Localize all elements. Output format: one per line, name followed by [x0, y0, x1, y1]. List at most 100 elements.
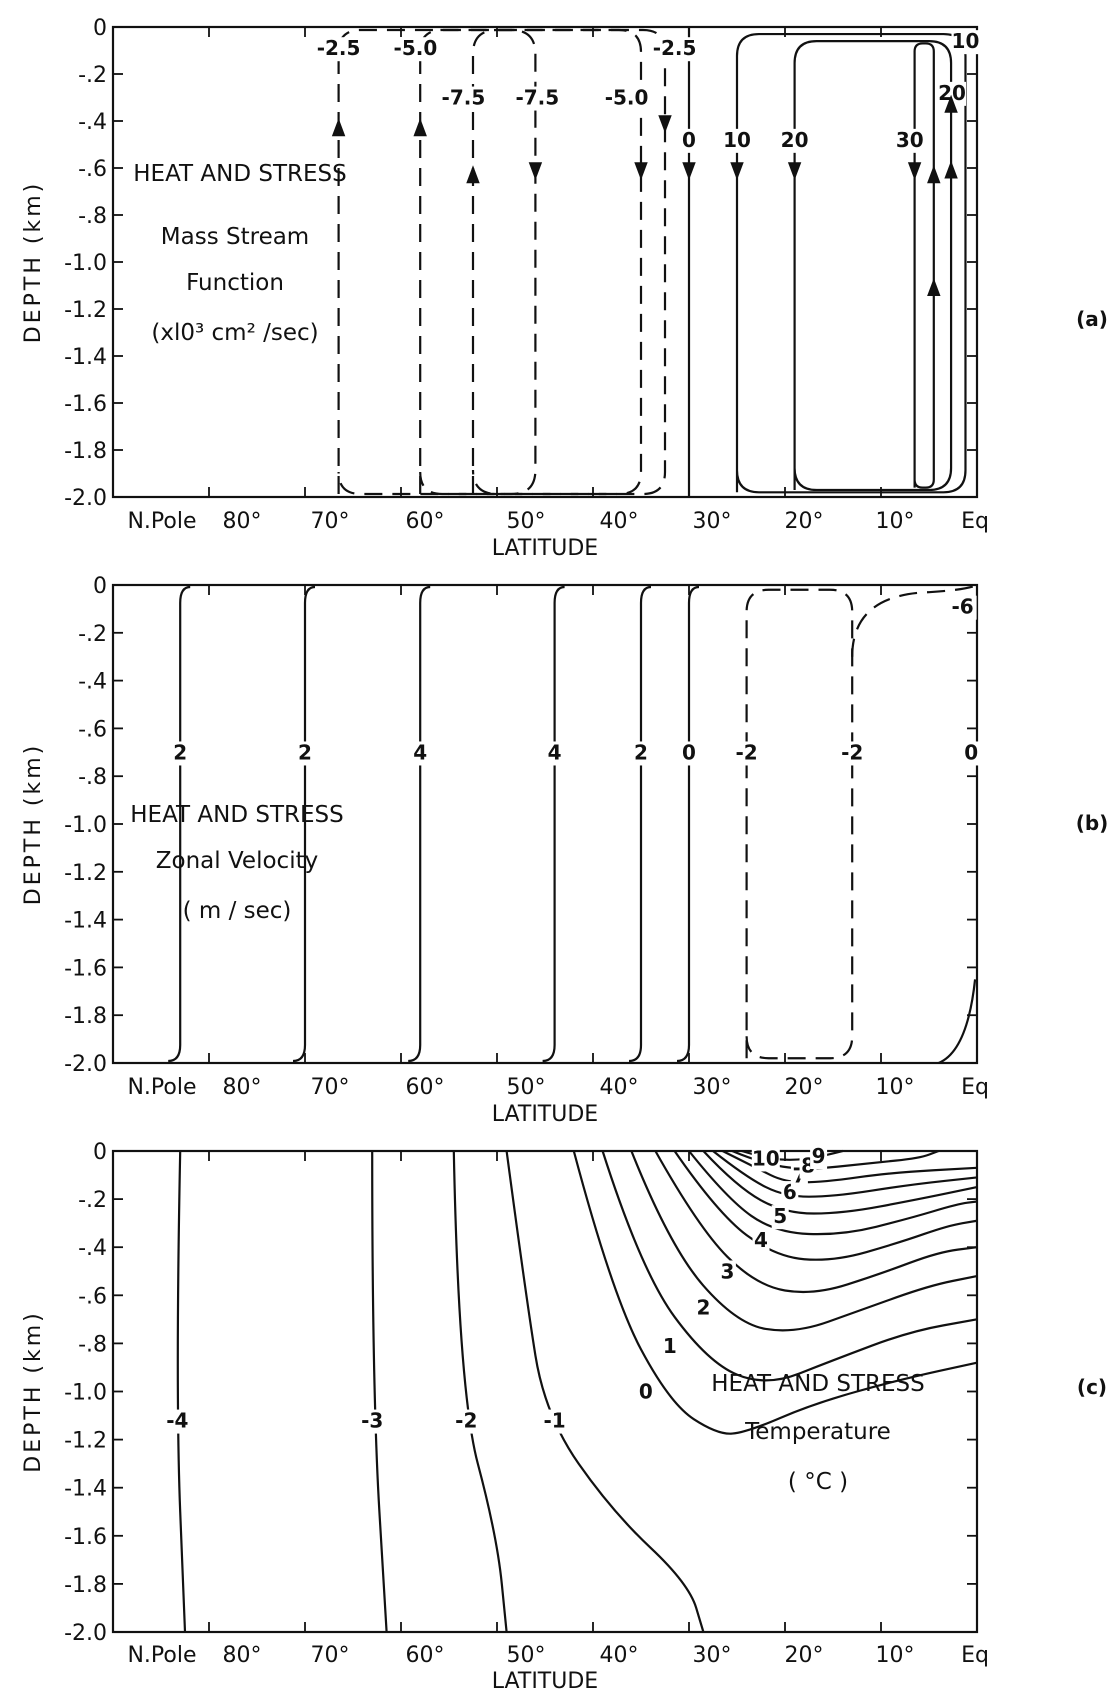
- y-tick-label: -.8: [78, 1332, 107, 1357]
- y-tick-label: -1.2: [64, 1429, 107, 1454]
- y-tick-label: -.4: [78, 110, 107, 135]
- x-axis-label: LATITUDE: [492, 1669, 598, 1694]
- panel-title-2: Temperature: [744, 1419, 891, 1445]
- flow-arrow: [730, 162, 744, 181]
- y-tick-label: 0: [93, 574, 107, 599]
- flow-arrow: [466, 165, 480, 184]
- x-tick-label: 80°: [223, 1643, 262, 1668]
- flow-arrow: [634, 162, 648, 181]
- panel-title-2: Mass Stream: [161, 224, 309, 250]
- contour-line-1: [292, 585, 316, 1063]
- x-tick-label: 40°: [600, 1643, 639, 1668]
- x-tick-label: 40°: [600, 1075, 639, 1100]
- isotherm-7: [712, 1150, 978, 1198]
- contour-label: -5.0: [605, 86, 649, 110]
- y-tick-label: -.2: [78, 622, 107, 647]
- x-tick-label: 20°: [785, 1643, 824, 1668]
- panel-label: (a): [1076, 307, 1108, 331]
- panel-title-3: Function: [186, 270, 284, 296]
- contour-label-bg: [751, 1147, 780, 1172]
- x-tick-label: 30°: [693, 1075, 732, 1100]
- x-tick-label: 70°: [311, 1075, 350, 1100]
- contour-label: 0: [964, 740, 978, 764]
- flow-arrow: [682, 162, 696, 181]
- y-tick-label: -1.0: [64, 813, 107, 838]
- panel-title-3: ( °C ): [788, 1469, 848, 1495]
- x-tick-label: 50°: [507, 1643, 546, 1668]
- contour-label-bg: [411, 741, 429, 766]
- contour-label-bg: [546, 741, 564, 766]
- flow-arrow: [944, 160, 958, 179]
- contour-label-bg: [171, 741, 189, 766]
- x-tick-label: Eq: [961, 1075, 989, 1100]
- flow-arrow: [907, 162, 922, 181]
- contour-label: 20: [781, 128, 809, 152]
- y-axis-label: DEPTH (km): [21, 743, 46, 905]
- contour-label: 10: [752, 1146, 780, 1170]
- contour-label: -1: [543, 1409, 565, 1433]
- contour-label: 30: [896, 128, 924, 152]
- contour-label: 1: [663, 1334, 677, 1358]
- contour-line-20: [793, 40, 953, 492]
- y-tick-label: 0: [93, 1140, 107, 1165]
- y-tick-label: -1.4: [64, 1477, 107, 1502]
- y-tick-label: -1.6: [64, 392, 107, 417]
- y-tick-label: -.6: [78, 717, 107, 742]
- contour-label-bg: [895, 128, 924, 153]
- contour-label-bg: [810, 1145, 828, 1170]
- panel-a: 0 -.2 -.4 -.6 -.8 -1.0 -1.2 -1.4 -1.6 -1.8 -2.0 N.P…: [21, 16, 1108, 561]
- y-tick-label: -1.4: [64, 345, 107, 370]
- flow-arrow: [331, 118, 346, 137]
- x-tick-label: 30°: [693, 509, 732, 534]
- isotherm--3: [371, 1150, 388, 1633]
- panel-title-1: HEAT AND STRESS: [130, 802, 343, 828]
- contour-label: 2: [173, 740, 187, 764]
- y-tick-label: -.6: [78, 157, 107, 182]
- contour-label: -2: [841, 740, 863, 764]
- contour-label: 3: [720, 1259, 734, 1283]
- isotherm--4: [176, 1150, 187, 1633]
- contour-label-bg: [680, 741, 698, 766]
- y-tick-label: -1.0: [64, 1381, 107, 1406]
- flow-arrow: [528, 162, 543, 181]
- contour-line-neg7p5: [471, 28, 537, 496]
- contour-label-bg: [512, 86, 563, 111]
- isotherm-6: [702, 1150, 978, 1215]
- x-tick-label: 70°: [311, 509, 350, 534]
- contour-label: -7.5: [442, 86, 486, 110]
- x-tick-label: 50°: [507, 509, 546, 534]
- contour-line-neg2: [745, 588, 854, 1060]
- contour-label-bg: [951, 30, 980, 55]
- contour-label-bg: [296, 741, 314, 766]
- contour-label-bg: [718, 1260, 736, 1285]
- x-tick-label: 80°: [223, 1075, 262, 1100]
- y-axis-label: DEPTH (km): [21, 181, 46, 343]
- y-tick-label: -1.2: [64, 298, 107, 323]
- contour-line-4: [628, 585, 652, 1063]
- contour-line-0: [168, 585, 191, 1063]
- x-tick-label: 60°: [406, 1075, 445, 1100]
- contour-label: 0: [682, 740, 696, 764]
- y-tick-label: -1.8: [64, 1004, 107, 1029]
- contour-label-bg: [438, 86, 489, 111]
- contour-label-bg: [540, 1409, 569, 1434]
- flow-arrow: [944, 94, 958, 113]
- contour-label-bg: [649, 37, 700, 62]
- y-tick-label: -1.4: [64, 909, 107, 934]
- flow-arrow: [927, 165, 941, 184]
- flow-arrow: [658, 115, 672, 134]
- contour-label-bg: [452, 1409, 481, 1434]
- x-tick-label: N.Pole: [127, 509, 196, 534]
- flow-arrow: [413, 118, 427, 137]
- contour-line-0b: [938, 979, 977, 1065]
- contour-label-bg: [601, 86, 652, 111]
- y-tick-label: 0: [93, 16, 107, 41]
- contour-label-bg: [632, 741, 650, 766]
- contour-label: -2.5: [653, 36, 697, 60]
- contour-label-bg: [771, 1205, 789, 1230]
- contour-label: -7.5: [515, 86, 559, 110]
- x-tick-label: 30°: [693, 1643, 732, 1668]
- contour-label-bg: [838, 741, 867, 766]
- isotherm-5: [688, 1150, 978, 1236]
